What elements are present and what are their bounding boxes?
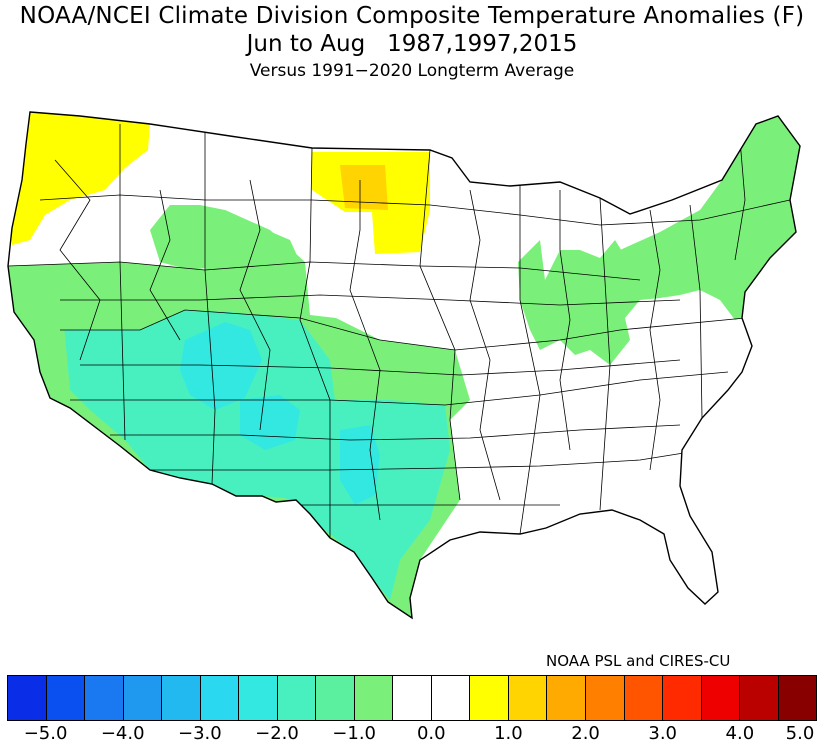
- color-scale-cell: [316, 676, 355, 720]
- map-subtitle-baseline: Versus 1991−2020 Longterm Average: [249, 61, 575, 81]
- color-scale-cell: [547, 676, 586, 720]
- color-scale-bar: [7, 675, 817, 721]
- color-scale-cell: [162, 676, 201, 720]
- color-scale-cell: [740, 676, 779, 720]
- color-scale-cell: [778, 676, 817, 720]
- color-scale-cell: [624, 676, 664, 720]
- color-scale-cell: [8, 676, 47, 720]
- color-scale-tick-label: 2.0: [571, 723, 600, 744]
- color-scale-cell: [85, 676, 124, 720]
- color-scale-cell: [470, 676, 509, 720]
- color-scale-cell: [239, 676, 278, 720]
- color-scale-cell: [123, 676, 163, 720]
- region-north-dakota-central: [340, 165, 388, 210]
- color-scale-cell: [663, 676, 702, 720]
- color-scale-tick-label: −5.0: [23, 723, 68, 744]
- color-scale-tick-label: −4.0: [100, 723, 145, 744]
- color-scale-cell: [393, 676, 432, 720]
- climate-division-borders: [8, 124, 791, 538]
- color-scale-tick-label: 4.0: [725, 723, 755, 744]
- region-west-texas-central: [340, 425, 380, 505]
- color-scale-cell: [585, 676, 625, 720]
- region-pacific-northwest-coast: [12, 112, 150, 245]
- color-scale-cell: [277, 676, 317, 720]
- region-california: [34, 325, 80, 410]
- region-southwest: [60, 310, 450, 600]
- region-great-basin-central: [180, 322, 262, 410]
- color-scale-tick-label: 1.0: [494, 723, 523, 744]
- data-credit: NOAA PSL and CIRES-CU: [546, 652, 731, 670]
- region-four-corners: [240, 395, 300, 450]
- color-scale-tick-label: −1.0: [332, 723, 376, 744]
- color-scale-labels: −5.0 −4.0 −3.0 −2.0 −1.0 0.0 1.0 2.0 3.0 4.0 5.0: [0, 724, 824, 744]
- color-scale-tick-label: 3.0: [648, 723, 678, 744]
- color-scale-cell: [431, 676, 471, 720]
- region-idaho-montana-west: [150, 205, 300, 270]
- map-title: NOAA/NCEI Climate Division Composite Tem…: [19, 3, 805, 29]
- color-scale-tick-label: 5.0: [785, 723, 815, 744]
- color-scale-cell: [354, 676, 394, 720]
- color-scale-tick-label: −2.0: [255, 723, 299, 744]
- color-scale-cell: [200, 676, 240, 720]
- color-scale-tick-label: −3.0: [177, 723, 222, 744]
- color-scale-tick-label: 0.0: [416, 723, 446, 744]
- map-subtitle-period: Jun to Aug 1987,1997,2015: [246, 31, 578, 57]
- color-scale-cell: [508, 676, 548, 720]
- color-scale-cell: [701, 676, 741, 720]
- color-scale-cell: [46, 676, 86, 720]
